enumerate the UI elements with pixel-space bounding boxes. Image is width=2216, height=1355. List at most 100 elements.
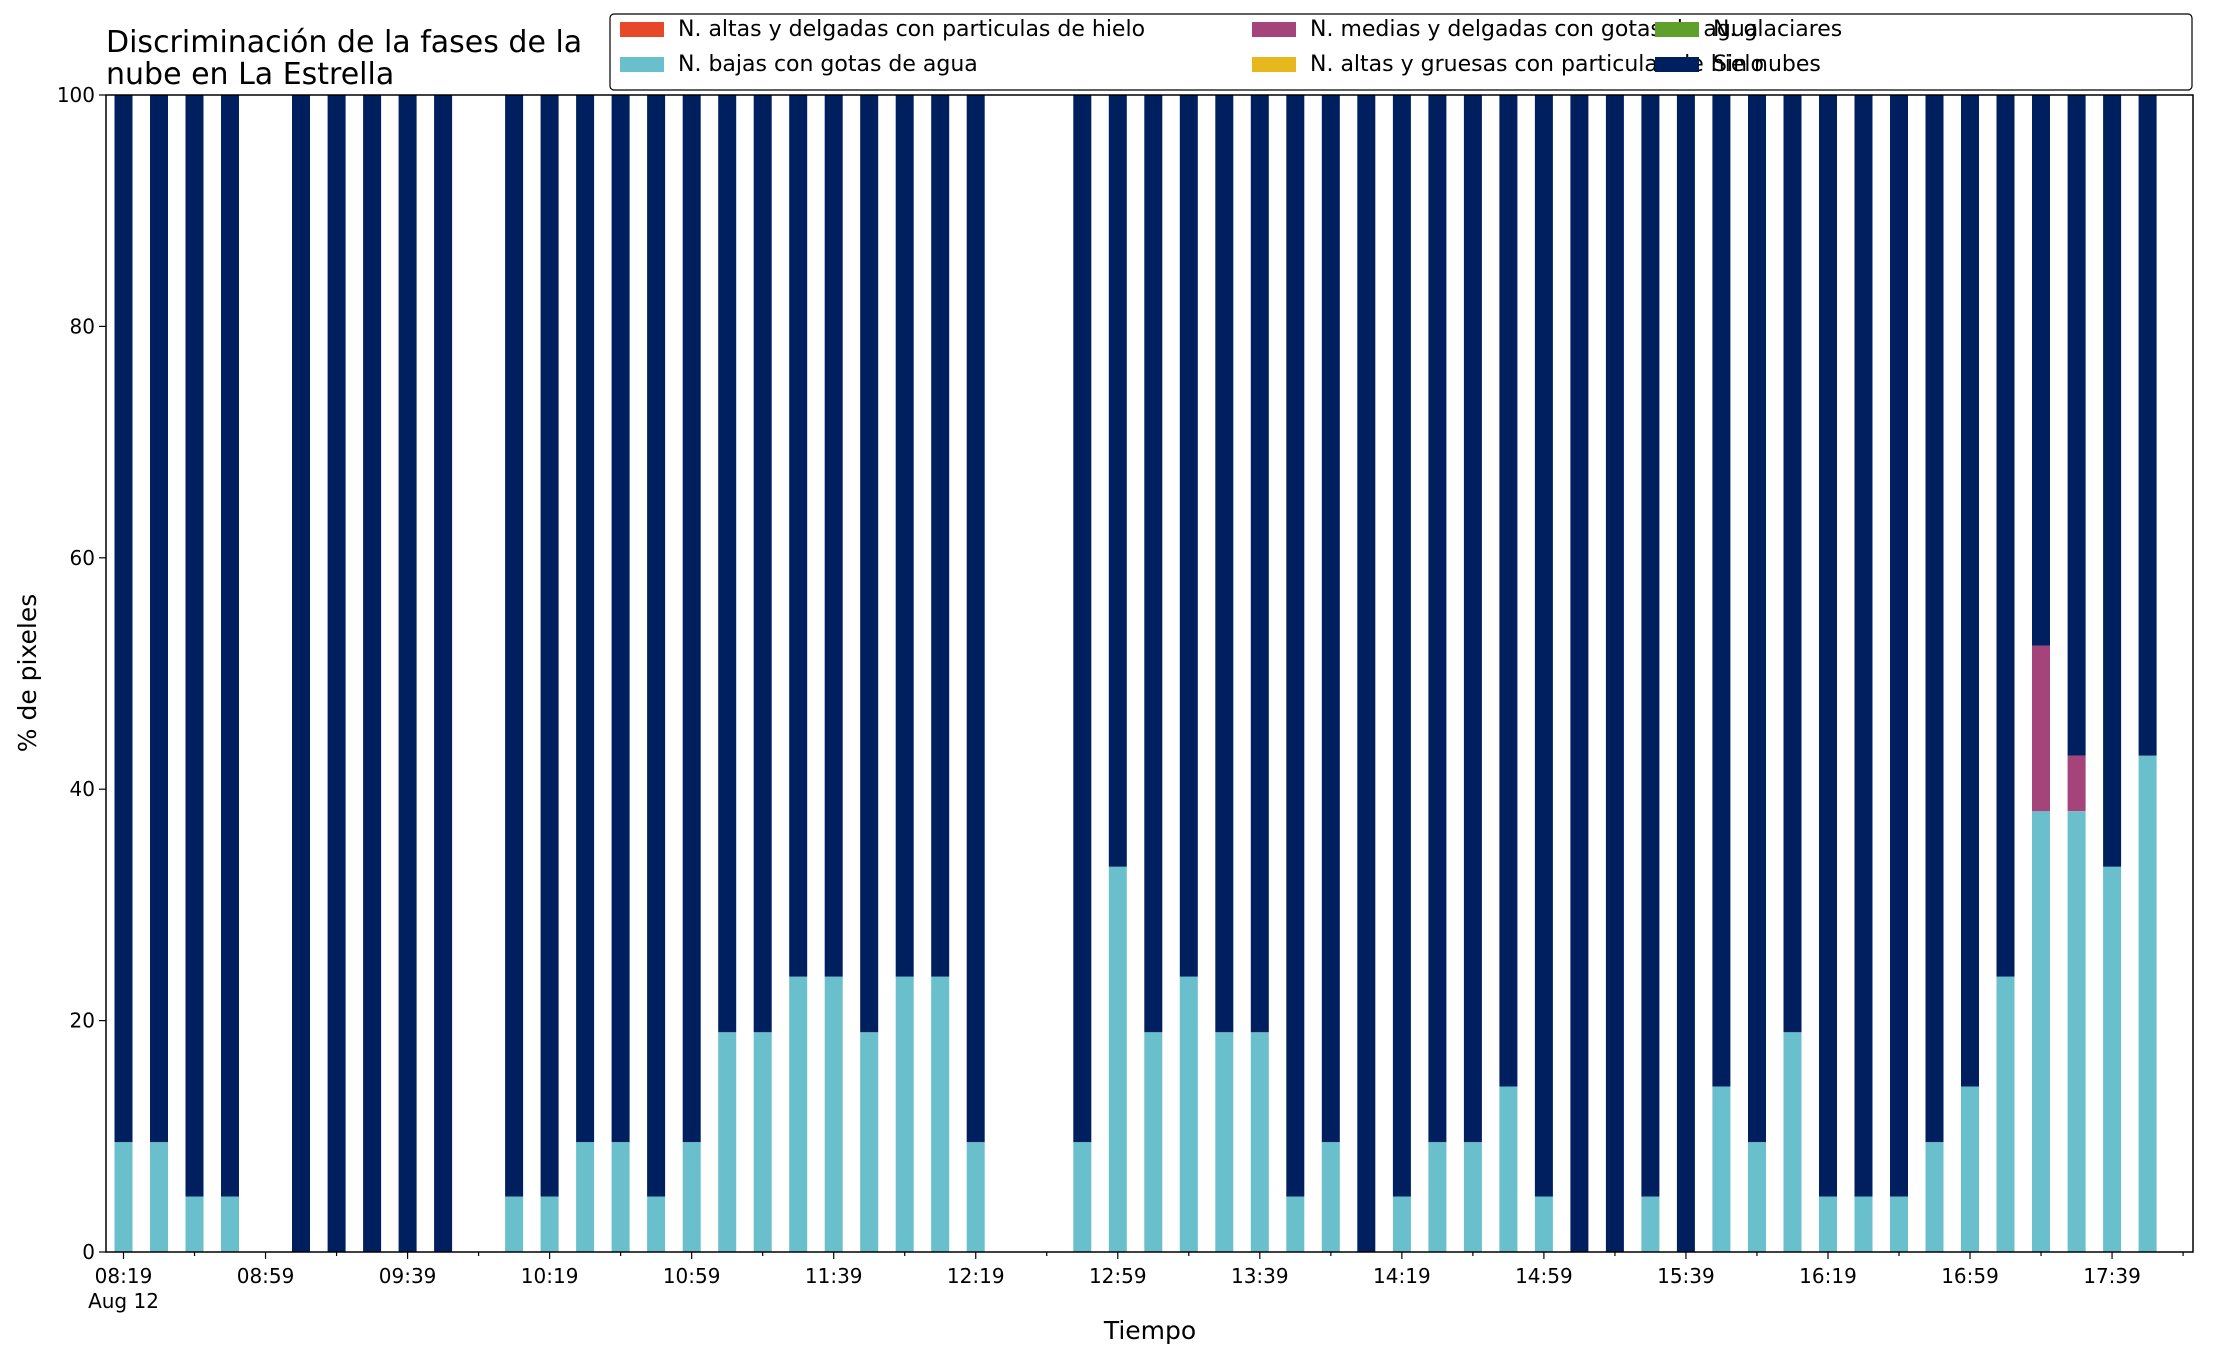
bar-37-series-5 (1428, 95, 1447, 1143)
bar-13-series-5 (576, 95, 595, 1143)
x-tick-label-1: 08:59 (237, 1264, 295, 1288)
bar-13-series-2 (576, 1142, 595, 1252)
bar-30-series-2 (1179, 976, 1198, 1252)
bar-29-series-5 (1144, 95, 1163, 1033)
bar-30-series-5 (1179, 95, 1198, 977)
bar-38-series-5 (1463, 95, 1482, 1143)
bar-23-series-5 (931, 95, 950, 977)
chart-title-line-1: Discriminación de la fases de la (106, 25, 582, 60)
bar-57-series-5 (2138, 95, 2157, 756)
bar-53-series-5 (1996, 95, 2015, 977)
x-tick-label-9: 14:19 (1373, 1264, 1431, 1288)
bar-38-series-2 (1463, 1142, 1482, 1252)
bar-31-series-2 (1215, 1032, 1234, 1252)
x-tick-label-11: 15:39 (1657, 1264, 1715, 1288)
bar-12-series-5 (540, 95, 559, 1197)
bar-14-series-5 (611, 95, 630, 1143)
legend: N. altas y delgadas con particulas de hi… (609, 13, 2193, 91)
bars-group (114, 95, 2157, 1252)
bar-1-series-2 (150, 1142, 168, 1252)
bar-33-series-5 (1286, 95, 1305, 1197)
x-tick-label-14: 17:39 (2083, 1264, 2141, 1288)
bar-42-series-5 (1605, 95, 1624, 1252)
bar-55-series-2 (2067, 811, 2086, 1252)
bar-51-series-2 (1925, 1142, 1944, 1252)
plot-frame (105, 94, 2194, 1253)
bar-43-series-5 (1641, 95, 1660, 1197)
bar-46-series-2 (1748, 1142, 1766, 1252)
x-tick-label-10: 14:59 (1515, 1264, 1573, 1288)
y-tick-label-0: 0 (82, 1240, 95, 1264)
x-tick-label-12: 16:19 (1799, 1264, 1857, 1288)
x-tick-label-4: 10:59 (663, 1264, 721, 1288)
y-tick-label-4: 80 (70, 314, 95, 338)
bar-56-series-2 (2103, 866, 2122, 1252)
bar-31-series-5 (1215, 95, 1234, 1033)
bar-49-series-2 (1854, 1196, 1873, 1252)
bar-27-series-5 (1073, 95, 1092, 1143)
x-tick-label-5: 11:39 (805, 1264, 863, 1288)
x-axis-label: Tiempo (1103, 1316, 1196, 1345)
bar-47-series-5 (1783, 95, 1802, 1033)
legend-swatch-3 (1252, 57, 1296, 72)
bar-57-series-2 (2138, 755, 2157, 1252)
y-tick-label-5: 100 (57, 83, 95, 107)
bar-12-series-2 (540, 1196, 559, 1252)
bar-19-series-2 (789, 976, 808, 1252)
bar-17-series-5 (718, 95, 737, 1033)
legend-swatch-2 (1252, 22, 1296, 37)
bar-18-series-5 (753, 95, 772, 1033)
x-axis: 08:19 08:59 09:39 10:19 10:59 11:39 12:19 12:59… (88, 1252, 2184, 1313)
bar-49-series-5 (1854, 95, 1873, 1197)
bar-50-series-2 (1890, 1196, 1908, 1252)
x-tick-label-0: 08:19 (95, 1264, 153, 1288)
bar-24-series-5 (966, 95, 985, 1143)
legend-swatch-1 (620, 57, 664, 72)
bar-0-series-5 (114, 95, 133, 1143)
bar-7-series-5 (363, 95, 382, 1252)
bar-21-series-2 (860, 1032, 879, 1252)
legend-label-5: Sin nubes (1713, 52, 1821, 77)
bar-11-series-2 (505, 1196, 524, 1252)
bar-22-series-2 (895, 976, 914, 1252)
bar-54-series-2 (2032, 811, 2050, 1252)
bar-6-series-5 (327, 95, 346, 1252)
bar-56-series-5 (2103, 95, 2122, 867)
bar-15-series-5 (647, 95, 666, 1197)
bar-15-series-2 (647, 1196, 666, 1252)
bar-35-series-5 (1357, 95, 1376, 1252)
legend-label-1: N. bajas con gotas de agua (678, 52, 978, 77)
bar-3-series-5 (221, 95, 239, 1197)
bar-55-series-4 (2067, 755, 2086, 812)
bar-48-series-5 (1819, 95, 1837, 1197)
bar-43-series-2 (1641, 1196, 1660, 1252)
bar-18-series-2 (753, 1032, 772, 1252)
bar-33-series-2 (1286, 1196, 1305, 1252)
bar-51-series-5 (1925, 95, 1944, 1143)
bar-55-series-5 (2067, 95, 2086, 756)
bar-27-series-2 (1073, 1142, 1092, 1252)
bar-16-series-5 (682, 95, 701, 1143)
bar-29-series-2 (1144, 1032, 1163, 1252)
legend-swatch-5 (1655, 57, 1699, 72)
bar-1-series-5 (150, 95, 168, 1143)
bar-32-series-5 (1250, 95, 1269, 1033)
bar-3-series-2 (221, 1196, 239, 1252)
bar-37-series-2 (1428, 1142, 1447, 1252)
y-tick-label-1: 20 (70, 1009, 95, 1033)
bar-16-series-2 (682, 1142, 701, 1252)
bar-21-series-5 (860, 95, 879, 1033)
y-axis: 0 20 40 60 80 100 (57, 83, 106, 1264)
bar-22-series-5 (895, 95, 914, 977)
legend-label-4: N. glaciares (1713, 17, 1842, 42)
bar-8-series-5 (398, 95, 417, 1252)
bar-2-series-2 (185, 1196, 204, 1252)
chart-title-line-2: nube en La Estrella (106, 57, 394, 92)
bar-17-series-2 (718, 1032, 737, 1252)
bar-28-series-5 (1108, 95, 1127, 867)
y-tick-label-2: 40 (70, 777, 95, 801)
x-tick-label-3: 10:19 (521, 1264, 579, 1288)
bar-11-series-5 (505, 95, 524, 1197)
bar-39-series-5 (1499, 95, 1518, 1087)
bar-53-series-2 (1996, 976, 2015, 1252)
